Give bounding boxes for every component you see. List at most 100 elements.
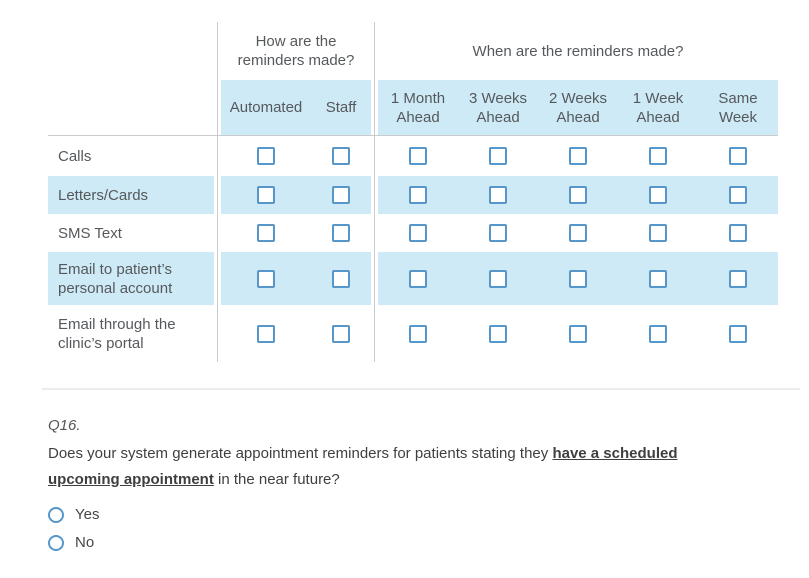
checkbox-letters-cards-same-week[interactable]: [729, 186, 747, 204]
checkbox-email-portal-1-month-ahead[interactable]: [409, 324, 427, 343]
checkbox-email-portal-1-week-ahead[interactable]: [649, 324, 667, 343]
checkbox-cell: [538, 136, 618, 176]
radio-label-yes: Yes: [75, 506, 100, 523]
checkbox-cell: [538, 305, 618, 362]
checkbox-calls-2-weeks-ahead[interactable]: [569, 147, 587, 165]
checkbox-cell: [618, 252, 698, 305]
row-label-calls: Calls: [58, 147, 92, 165]
checkbox-sms-text-automated[interactable]: [257, 224, 275, 242]
checkbox-email-portal-same-week[interactable]: [729, 324, 747, 343]
column-header-same-week: Same Week: [698, 80, 778, 135]
checkbox-cell: [378, 214, 458, 252]
checkbox-cell: [538, 176, 618, 214]
checkbox-email-portal-automated[interactable]: [257, 324, 275, 343]
radio-button-no-icon[interactable]: [48, 534, 64, 551]
checkbox-cell: [698, 136, 778, 176]
checkbox-sms-text-1-week-ahead[interactable]: [649, 224, 667, 242]
checkbox-calls-same-week[interactable]: [729, 147, 747, 165]
checkbox-cell: [618, 305, 698, 362]
group-title-how: How are the reminders made?: [237, 33, 355, 69]
table-row-sms-text: SMS Text: [48, 214, 778, 252]
checkbox-email-portal-3-weeks-ahead[interactable]: [489, 324, 507, 343]
checkbox-email-portal-staff[interactable]: [332, 324, 350, 343]
checkbox-cell: [538, 252, 618, 305]
radio-label-no: No: [75, 534, 95, 551]
checkbox-cell: [311, 214, 371, 252]
column-header-3-weeks-ahead: 3 Weeks Ahead: [458, 80, 538, 135]
checkbox-cell: [458, 252, 538, 305]
group-header-row: How are the reminders made? When are the…: [48, 22, 778, 80]
checkbox-calls-3-weeks-ahead[interactable]: [489, 147, 507, 165]
checkbox-calls-1-month-ahead[interactable]: [409, 147, 427, 165]
column-header-staff: Staff: [311, 80, 371, 135]
question-text-after: in the near future?: [213, 471, 340, 488]
checkbox-calls-staff[interactable]: [332, 147, 350, 165]
checkbox-cell: [698, 214, 778, 252]
radio-option-yes[interactable]: Yes: [48, 506, 99, 523]
answer-options: Yes No: [48, 506, 99, 562]
checkbox-sms-text-staff[interactable]: [332, 224, 350, 242]
reminder-matrix-table: How are the reminders made? When are the…: [48, 22, 778, 362]
checkbox-email-personal-staff[interactable]: [332, 269, 350, 288]
checkbox-email-personal-1-month-ahead[interactable]: [409, 269, 427, 288]
checkbox-cell: [618, 214, 698, 252]
checkbox-calls-1-week-ahead[interactable]: [649, 147, 667, 165]
row-label-email-personal: Email to patient’s personal account: [48, 252, 214, 305]
checkbox-cell: [311, 305, 371, 362]
checkbox-sms-text-1-month-ahead[interactable]: [409, 224, 427, 242]
checkbox-letters-cards-2-weeks-ahead[interactable]: [569, 186, 587, 204]
checkbox-cell: [221, 305, 311, 362]
checkbox-letters-cards-staff[interactable]: [332, 186, 350, 204]
row-label-letters-cards: Letters/Cards: [48, 176, 214, 214]
checkbox-cell: [311, 136, 371, 176]
checkbox-cell: [618, 176, 698, 214]
row-label-sms-text: SMS Text: [58, 224, 122, 242]
checkbox-letters-cards-1-month-ahead[interactable]: [409, 186, 427, 204]
question-text-before: Does your system generate appointment re…: [48, 445, 553, 462]
checkbox-cell: [458, 136, 538, 176]
checkbox-cell: [221, 176, 311, 214]
table-body: Calls Letters/Cards SMS Text Email to patie…: [48, 136, 778, 362]
checkbox-email-personal-automated[interactable]: [257, 269, 275, 288]
table-divider: [217, 22, 218, 362]
question-number: Q16.: [48, 417, 81, 434]
column-header-1-week-ahead: 1 Week Ahead: [618, 80, 698, 135]
checkbox-letters-cards-1-week-ahead[interactable]: [649, 186, 667, 204]
checkbox-cell: [458, 214, 538, 252]
checkbox-cell: [221, 252, 311, 305]
table-row-calls: Calls: [48, 136, 778, 176]
checkbox-email-portal-2-weeks-ahead[interactable]: [569, 324, 587, 343]
table-row-email-personal: Email to patient’s personal account: [48, 252, 778, 305]
column-header-2-weeks-ahead: 2 Weeks Ahead: [538, 80, 618, 135]
radio-option-no[interactable]: No: [48, 534, 99, 551]
table-row-email-portal: Email through the clinic’s portal: [48, 305, 778, 362]
checkbox-cell: [458, 176, 538, 214]
table-row-letters-cards: Letters/Cards: [48, 176, 778, 214]
row-label-email-portal: Email through the clinic’s portal: [58, 315, 176, 352]
checkbox-email-personal-same-week[interactable]: [729, 269, 747, 288]
checkbox-email-personal-3-weeks-ahead[interactable]: [489, 269, 507, 288]
checkbox-email-personal-2-weeks-ahead[interactable]: [569, 269, 587, 288]
checkbox-cell: [698, 176, 778, 214]
checkbox-sms-text-3-weeks-ahead[interactable]: [489, 224, 507, 242]
checkbox-email-personal-1-week-ahead[interactable]: [649, 269, 667, 288]
checkbox-cell: [458, 305, 538, 362]
checkbox-cell: [311, 176, 371, 214]
column-header-automated: Automated: [221, 80, 311, 135]
checkbox-cell: [698, 252, 778, 305]
group-title-when: When are the reminders made?: [472, 42, 684, 60]
checkbox-calls-automated[interactable]: [257, 147, 275, 165]
checkbox-cell: [378, 136, 458, 176]
checkbox-cell: [378, 252, 458, 305]
checkbox-sms-text-same-week[interactable]: [729, 224, 747, 242]
checkbox-cell: [538, 214, 618, 252]
checkbox-sms-text-2-weeks-ahead[interactable]: [569, 224, 587, 242]
column-header-1-month-ahead: 1 Month Ahead: [378, 80, 458, 135]
checkbox-cell: [378, 176, 458, 214]
checkbox-letters-cards-3-weeks-ahead[interactable]: [489, 186, 507, 204]
question-text: Does your system generate appointment re…: [48, 441, 740, 493]
radio-button-yes-icon[interactable]: [48, 506, 64, 523]
checkbox-letters-cards-automated[interactable]: [257, 186, 275, 204]
checkbox-cell: [221, 136, 311, 176]
